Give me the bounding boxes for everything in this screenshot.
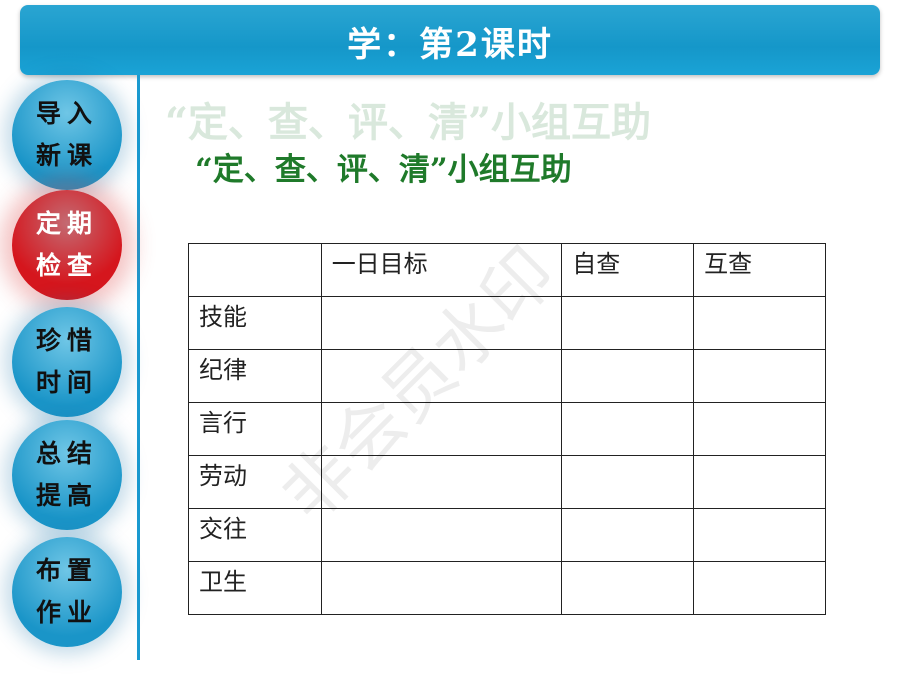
page-title: “定、查、评、清”小组互助 bbox=[195, 152, 572, 188]
table-cell bbox=[320, 349, 563, 403]
row-label: 言行 bbox=[188, 402, 322, 456]
table-cell bbox=[320, 561, 563, 615]
nav-item-3[interactable]: 总结 提高 bbox=[12, 420, 122, 530]
nav-item-label: 新课 bbox=[35, 141, 98, 170]
divider-line bbox=[137, 75, 140, 660]
nav-item-label: 布置 bbox=[35, 556, 98, 585]
row-label: 交往 bbox=[188, 508, 322, 562]
table-header-cell bbox=[188, 243, 322, 297]
table-cell bbox=[561, 349, 695, 403]
table-cell bbox=[561, 296, 695, 350]
table-row: 交往 bbox=[188, 508, 826, 562]
table-cell bbox=[561, 508, 695, 562]
table-row: 技能 bbox=[188, 296, 826, 350]
nav-item-label: 珍惜 bbox=[35, 326, 98, 355]
header-title: 学：第2课时 bbox=[347, 25, 553, 65]
check-table: 一日目标 自查 互查 技能 纪律 言行 劳动 交往 卫生 bbox=[188, 243, 826, 615]
table-cell bbox=[320, 402, 563, 456]
table-row: 言行 bbox=[188, 402, 826, 456]
table-cell bbox=[693, 296, 826, 350]
row-label: 卫生 bbox=[188, 561, 322, 615]
row-label: 纪律 bbox=[188, 349, 322, 403]
table-row: 劳动 bbox=[188, 455, 826, 509]
table-cell bbox=[561, 455, 695, 509]
table-cell bbox=[693, 508, 826, 562]
table-header-row: 一日目标 自查 互查 bbox=[188, 243, 826, 297]
nav-item-label: 检查 bbox=[35, 251, 98, 280]
table-cell bbox=[693, 349, 826, 403]
nav-item-label: 作业 bbox=[35, 598, 98, 627]
table-cell bbox=[561, 561, 695, 615]
table-cell bbox=[693, 455, 826, 509]
table-row: 纪律 bbox=[188, 349, 826, 403]
table-cell bbox=[320, 296, 563, 350]
table-cell bbox=[561, 402, 695, 456]
nav-item-label: 时间 bbox=[35, 368, 98, 397]
table-header-cell: 一日目标 bbox=[320, 243, 563, 297]
title-shadow: “定、查、评、清”小组互助 bbox=[165, 99, 652, 146]
table-cell bbox=[320, 508, 563, 562]
row-label: 技能 bbox=[188, 296, 322, 350]
table-header-cell: 互查 bbox=[693, 243, 826, 297]
table-cell bbox=[693, 402, 826, 456]
nav-item-2[interactable]: 珍惜 时间 bbox=[12, 307, 122, 417]
table-cell bbox=[693, 561, 826, 615]
table-cell bbox=[320, 455, 563, 509]
nav-item-label: 定期 bbox=[35, 209, 98, 238]
row-label: 劳动 bbox=[188, 455, 322, 509]
nav-item-0[interactable]: 导入 新课 bbox=[12, 80, 122, 190]
nav-item-label: 导入 bbox=[35, 99, 98, 128]
nav-item-label: 总结 bbox=[35, 439, 98, 468]
nav-item-4[interactable]: 布置 作业 bbox=[12, 537, 122, 647]
table-header-cell: 自查 bbox=[561, 243, 695, 297]
table-row: 卫生 bbox=[188, 561, 826, 615]
header-bar: 学：第2课时 bbox=[20, 5, 880, 75]
nav-item-label: 提高 bbox=[35, 481, 98, 510]
nav-item-1[interactable]: 定期 检查 bbox=[12, 190, 122, 300]
